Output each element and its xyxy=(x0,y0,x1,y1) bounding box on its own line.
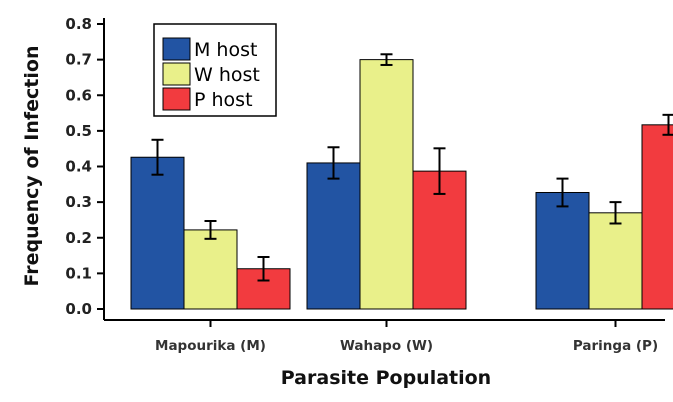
y-tick-label: 0.0 xyxy=(65,300,92,318)
legend-label-w-host: W host xyxy=(194,64,260,86)
y-axis-title: Frequency of Infection xyxy=(21,46,43,287)
legend: M host W host P host xyxy=(153,23,277,117)
bar xyxy=(130,156,185,310)
y-tick-label: 0.5 xyxy=(65,122,92,140)
y-tick-label: 0.4 xyxy=(65,158,92,176)
bar xyxy=(306,162,361,310)
y-tick-label: 0.3 xyxy=(65,193,92,211)
legend-swatch-p-host xyxy=(162,87,191,111)
bars xyxy=(130,59,673,310)
legend-swatch-m-host xyxy=(162,37,191,61)
y-tick-label: 0.6 xyxy=(65,86,92,104)
y-ticks: 0.0 0.1 0.2 0.3 0.4 0.5 0.6 0.7 0.8 xyxy=(65,15,104,318)
x-tick-label: Wahapo (W) xyxy=(340,338,433,354)
x-tick-label: Mapourika (M) xyxy=(155,338,266,354)
bar xyxy=(588,212,643,310)
bar xyxy=(641,124,673,310)
legend-label-m-host: M host xyxy=(194,39,257,61)
legend-swatch-w-host xyxy=(162,62,191,86)
error-bars xyxy=(151,53,673,282)
bar xyxy=(183,229,238,310)
bar xyxy=(359,59,414,310)
axes xyxy=(103,18,665,321)
y-tick-label: 0.7 xyxy=(65,51,92,69)
y-tick-label: 0.8 xyxy=(65,15,92,33)
y-tick-label: 0.1 xyxy=(65,264,92,282)
legend-label-p-host: P host xyxy=(194,89,253,111)
x-tick-label: Paringa (P) xyxy=(573,338,658,354)
x-axis-title: Parasite Population xyxy=(281,367,491,389)
y-tick-label: 0.2 xyxy=(65,229,92,247)
bar xyxy=(535,192,590,310)
x-ticks: Mapourika (M) Wahapo (W) Paringa (P) xyxy=(155,320,658,354)
